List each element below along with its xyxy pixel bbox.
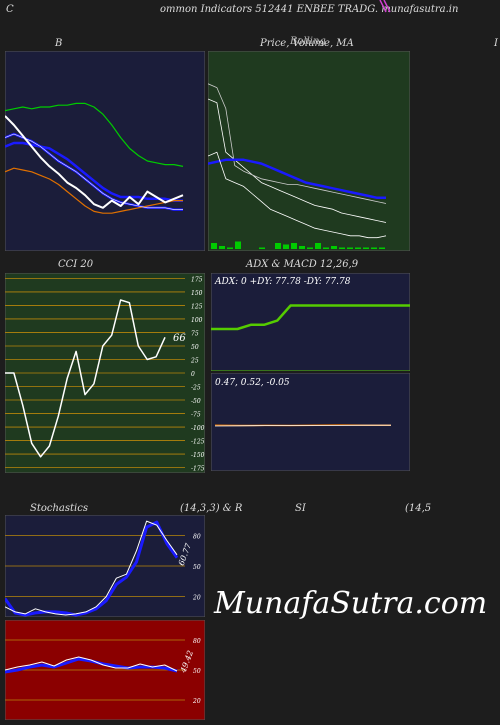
bollinger-upper-band (5, 102, 184, 167)
cci-line (5, 299, 166, 458)
page-title: ommon Indicators 512441 ENBEE TRADG. mun… (160, 4, 459, 15)
cci-tick-label: -50 (191, 398, 201, 405)
bollinger-lower-band (5, 167, 183, 214)
volume-bar (219, 246, 225, 249)
right-edge-label: I (494, 38, 498, 49)
volume-bar (331, 246, 337, 249)
stochastics-gridlines: 80 50 20 (5, 533, 201, 602)
volume-bar (371, 247, 377, 249)
cci-panel: 175 150 125 100 75 50 25 0 -25 -50 -75 -100 -125 -150… (5, 273, 205, 473)
macd-lines (214, 424, 391, 427)
volume-bar (347, 247, 353, 249)
volume-bar (235, 241, 241, 249)
stochastics-tick-label: 20 (192, 595, 201, 602)
volume-bar (227, 247, 233, 249)
cci-label: CCI 20 (58, 259, 94, 270)
cci-tick-label: 100 (191, 317, 203, 324)
cci-line (5, 299, 166, 458)
cci-tick-label: -150 (191, 452, 205, 459)
cci-value-label: 66 (173, 333, 186, 344)
cci-tick-label: -100 (191, 425, 205, 432)
rsi-tick-label: 20 (192, 698, 201, 705)
volume-bar (355, 247, 361, 249)
volume-bar (299, 246, 305, 249)
price-ma-line-1 (208, 98, 387, 223)
stochastics-params: (14,3,3) & R (180, 503, 243, 514)
cci-gridlines: 175 150 125 100 75 50 25 0 -25 -50 -75 -100 -125 -150… (5, 276, 205, 473)
price-ma-label: Price, Volume, MA (260, 38, 354, 49)
stochastics-slow-line (5, 520, 179, 617)
adx-macd-label: ADX & MACD 12,26,9 (246, 259, 359, 270)
bollinger-bg (5, 51, 205, 251)
rsi-lines (5, 656, 178, 674)
brand-watermark: MunafaSutra.com (214, 586, 488, 621)
volume-bar (315, 243, 321, 249)
cci-tick-label: 175 (191, 276, 203, 283)
stochastics-lines (5, 520, 179, 617)
price-ma-line-2 (208, 83, 387, 204)
price-ma-panel (208, 51, 410, 251)
adx-dy-line (211, 304, 410, 331)
rsi-gridlines: 80 50 20 (5, 638, 201, 705)
rsi-tick-label: 50 (193, 668, 201, 675)
bollinger-mid-band-b (5, 141, 183, 202)
volume-bar (283, 244, 289, 249)
stochastics-label: Stochastics (30, 503, 88, 514)
price-ma-overlay-label: Bolling (290, 36, 326, 47)
volume-bar (211, 243, 217, 249)
volume-bar (259, 247, 265, 249)
rsi-params: (14,5 (405, 503, 432, 514)
cci-tick-label: 25 (190, 357, 199, 364)
adx-lines (211, 304, 410, 371)
rsi-fast-line (5, 656, 178, 672)
stochastics-tick-label: 80 (193, 533, 201, 540)
cci-tick-label: 125 (191, 303, 203, 310)
macd-panel: 0.47, 0.52, -0.05 (211, 373, 410, 471)
adx-panel: ADX: 0 +DY: 77.78 -DY: 77.78 (211, 273, 410, 371)
volume-bar (339, 247, 345, 249)
price-ma-lines (208, 83, 387, 239)
cci-tick-label: -175 (191, 466, 205, 473)
bollinger-lines (5, 102, 184, 214)
bollinger-label: B (55, 38, 63, 49)
corner-letter: C (6, 4, 14, 15)
volume-bar (275, 243, 281, 249)
rsi-label: SI (295, 503, 306, 514)
bollinger-mid-band-highlight (5, 133, 183, 210)
volume-bar (323, 247, 329, 249)
cci-tick-label: -125 (191, 439, 205, 446)
rsi-tick-label: 80 (193, 638, 201, 645)
adx-readout: ADX: 0 +DY: 77.78 -DY: 77.78 (214, 277, 351, 287)
volume-bar (307, 247, 313, 249)
macd-readout: 0.47, 0.52, -0.05 (215, 378, 290, 388)
volume-bar (363, 247, 369, 249)
volume-bar (291, 243, 297, 249)
volume-bar (379, 247, 385, 249)
stochastics-tick-label: 50 (193, 564, 201, 571)
cci-tick-label: -25 (191, 385, 201, 392)
bollinger-panel (5, 51, 205, 251)
price-ma-bg (208, 51, 410, 251)
macd-bg (211, 373, 410, 471)
cci-tick-label: 150 (191, 290, 203, 297)
bollinger-price-line (5, 115, 184, 209)
cci-tick-label: 0 (191, 371, 195, 378)
cci-tick-label: -75 (191, 412, 201, 419)
price-ma-line-3 (208, 158, 386, 200)
price-line (208, 151, 387, 239)
cci-tick-label: 75 (191, 330, 199, 337)
volume-bars (211, 241, 385, 249)
rsi-slow-line (5, 657, 178, 674)
macd-line (214, 424, 391, 427)
title-accent-mark (379, 0, 391, 13)
stochastics-fast-line (5, 520, 178, 616)
adx-bg (211, 273, 410, 371)
cci-tick-label: 50 (191, 344, 199, 351)
